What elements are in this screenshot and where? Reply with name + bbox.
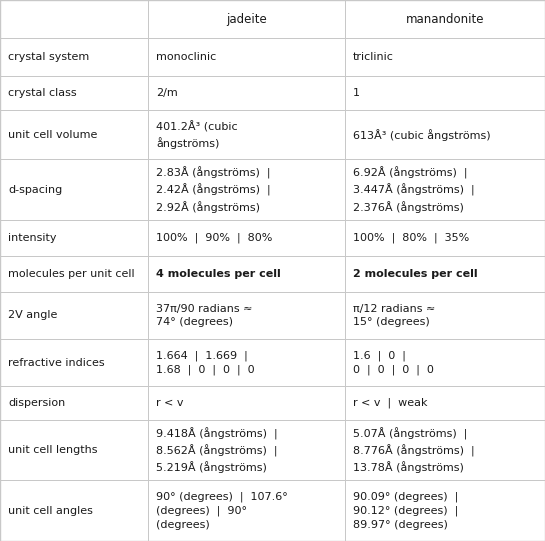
Text: r < v: r < v	[156, 398, 184, 408]
Text: dispersion: dispersion	[8, 398, 65, 408]
Text: r < v  |  weak: r < v | weak	[353, 398, 427, 408]
Text: 2V angle: 2V angle	[8, 311, 57, 320]
Text: monoclinic: monoclinic	[156, 52, 216, 62]
Bar	[345, 339, 545, 386]
Text: intensity: intensity	[8, 233, 57, 243]
Text: unit cell lengths: unit cell lengths	[8, 445, 98, 455]
Bar	[345, 386, 545, 420]
Bar	[345, 110, 545, 160]
Bar	[345, 0, 545, 38]
Text: 90.09° (degrees)  |
90.12° (degrees)  |
89.97° (degrees): 90.09° (degrees) | 90.12° (degrees) | 89…	[353, 492, 458, 530]
Text: molecules per unit cell: molecules per unit cell	[8, 269, 135, 279]
Bar	[148, 339, 345, 386]
Text: 5.07Å (ångströms)  |
8.776Å (ångströms)  |
13.78Å (ångströms): 5.07Å (ångströms) | 8.776Å (ångströms) |…	[353, 427, 475, 473]
Bar	[345, 220, 545, 256]
Bar	[0, 339, 148, 386]
Text: crystal system: crystal system	[8, 52, 89, 62]
Text: 1: 1	[353, 88, 360, 98]
Bar	[0, 256, 148, 292]
Text: manandonite: manandonite	[405, 12, 485, 25]
Text: triclinic: triclinic	[353, 52, 394, 62]
Bar	[345, 38, 545, 76]
Text: π/12 radians ≈
15° (degrees): π/12 radians ≈ 15° (degrees)	[353, 304, 435, 327]
Text: 2 molecules per cell: 2 molecules per cell	[353, 269, 477, 279]
Text: unit cell angles: unit cell angles	[8, 506, 93, 516]
Bar	[0, 386, 148, 420]
Text: unit cell volume: unit cell volume	[8, 130, 98, 140]
Bar	[148, 292, 345, 339]
Text: 37π/90 radians ≈
74° (degrees): 37π/90 radians ≈ 74° (degrees)	[156, 304, 252, 327]
Bar	[0, 160, 148, 220]
Text: 613Å³ (cubic ångströms): 613Å³ (cubic ångströms)	[353, 129, 490, 141]
Text: 1.6  |  0  |
0  |  0  |  0  |  0: 1.6 | 0 | 0 | 0 | 0 | 0	[353, 350, 434, 375]
Text: 4 molecules per cell: 4 molecules per cell	[156, 269, 281, 279]
Bar	[148, 386, 345, 420]
Text: 6.92Å (ångströms)  |
3.447Å (ångströms)  |
2.376Å (ångströms): 6.92Å (ångströms) | 3.447Å (ångströms) |…	[353, 167, 475, 213]
Text: 2.83Å (ångströms)  |
2.42Å (ångströms)  |
2.92Å (ångströms): 2.83Å (ångströms) | 2.42Å (ångströms) | …	[156, 167, 271, 213]
Text: refractive indices: refractive indices	[8, 358, 105, 367]
Bar	[0, 420, 148, 480]
Bar	[0, 38, 148, 76]
Bar	[0, 110, 148, 160]
Bar	[0, 0, 148, 38]
Bar	[148, 480, 345, 541]
Bar	[0, 220, 148, 256]
Bar	[148, 110, 345, 160]
Text: jadeite: jadeite	[226, 12, 267, 25]
Bar	[345, 160, 545, 220]
Bar	[148, 220, 345, 256]
Bar	[345, 292, 545, 339]
Bar	[345, 256, 545, 292]
Bar	[0, 76, 148, 110]
Bar	[148, 76, 345, 110]
Bar	[148, 256, 345, 292]
Text: 9.418Å (ångströms)  |
8.562Å (ångströms)  |
5.219Å (ångströms): 9.418Å (ångströms) | 8.562Å (ångströms) …	[156, 427, 277, 473]
Text: 100%  |  80%  |  35%: 100% | 80% | 35%	[353, 233, 469, 243]
Bar	[345, 420, 545, 480]
Text: 401.2Å³ (cubic
ångströms): 401.2Å³ (cubic ångströms)	[156, 121, 238, 149]
Text: 2/m: 2/m	[156, 88, 178, 98]
Bar	[0, 292, 148, 339]
Bar	[148, 0, 345, 38]
Text: crystal class: crystal class	[8, 88, 77, 98]
Bar	[148, 420, 345, 480]
Bar	[0, 480, 148, 541]
Bar	[148, 160, 345, 220]
Text: 100%  |  90%  |  80%: 100% | 90% | 80%	[156, 233, 272, 243]
Bar	[148, 38, 345, 76]
Bar	[345, 76, 545, 110]
Bar	[345, 480, 545, 541]
Text: 90° (degrees)  |  107.6°
(degrees)  |  90°
(degrees): 90° (degrees) | 107.6° (degrees) | 90° (…	[156, 492, 288, 530]
Text: 1.664  |  1.669  |
1.68  |  0  |  0  |  0: 1.664 | 1.669 | 1.68 | 0 | 0 | 0	[156, 350, 255, 375]
Text: d-spacing: d-spacing	[8, 184, 62, 195]
